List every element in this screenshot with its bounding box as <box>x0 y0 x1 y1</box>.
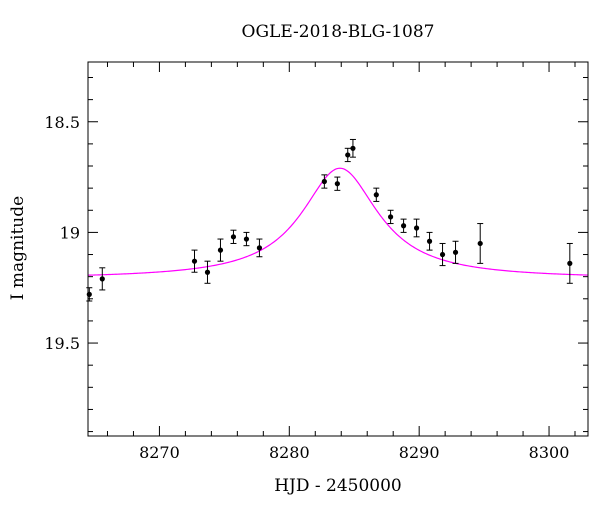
data-point <box>243 231 250 247</box>
point-marker <box>400 223 407 229</box>
data-point <box>334 176 341 191</box>
data-point <box>566 242 573 284</box>
data-point <box>217 238 224 262</box>
point-marker <box>439 251 446 258</box>
x-axis-label: HJD - 2450000 <box>274 476 402 496</box>
point-marker <box>99 276 105 282</box>
y-tick-label: 19 <box>60 223 80 242</box>
y-axis-label-text: I magnitude <box>8 195 28 301</box>
point-marker <box>387 214 394 220</box>
point-marker <box>191 258 198 264</box>
data-point <box>191 249 198 273</box>
x-tick-label: 8300 <box>529 443 570 462</box>
data-point <box>413 218 420 238</box>
point-marker <box>230 234 237 240</box>
model-curve-layer <box>87 167 589 276</box>
x-tick-label: 8270 <box>139 443 180 462</box>
point-marker <box>243 236 250 242</box>
data-point <box>439 242 446 267</box>
data-point <box>373 187 380 202</box>
point-marker <box>204 269 211 275</box>
axes-layer: 8270 8280 8290 8300 18.5 19 19.5 <box>44 61 589 462</box>
data-point <box>256 238 263 258</box>
model-curve <box>87 167 589 276</box>
point-marker <box>452 249 459 255</box>
point-marker <box>334 181 340 187</box>
data-point <box>349 138 356 158</box>
x-tick-label: 8280 <box>269 443 310 462</box>
point-marker <box>256 245 263 251</box>
point-marker <box>350 145 356 151</box>
point-marker <box>567 260 573 266</box>
data-point <box>321 174 328 189</box>
point-marker <box>413 225 420 231</box>
data-point <box>230 229 237 244</box>
data-point <box>387 209 394 225</box>
data-point <box>452 240 459 264</box>
y-tick-label: 18.5 <box>44 113 80 132</box>
data-point <box>426 231 433 251</box>
point-marker <box>86 291 92 297</box>
point-marker <box>426 238 433 244</box>
data-point <box>477 223 484 264</box>
data-point <box>99 267 106 291</box>
point-marker <box>477 240 483 247</box>
data-point <box>204 260 211 284</box>
data-points-layer <box>86 138 573 302</box>
x-tick-label: 8290 <box>399 443 440 462</box>
chart-title: OGLE-2018-BLG-1087 <box>241 22 435 42</box>
y-tick-label: 19.5 <box>44 334 80 353</box>
point-marker <box>345 152 351 158</box>
point-marker <box>321 178 327 185</box>
point-marker <box>373 192 379 198</box>
data-point <box>344 147 351 163</box>
point-marker <box>217 247 224 253</box>
plot-frame <box>87 61 589 437</box>
data-point <box>400 218 407 233</box>
